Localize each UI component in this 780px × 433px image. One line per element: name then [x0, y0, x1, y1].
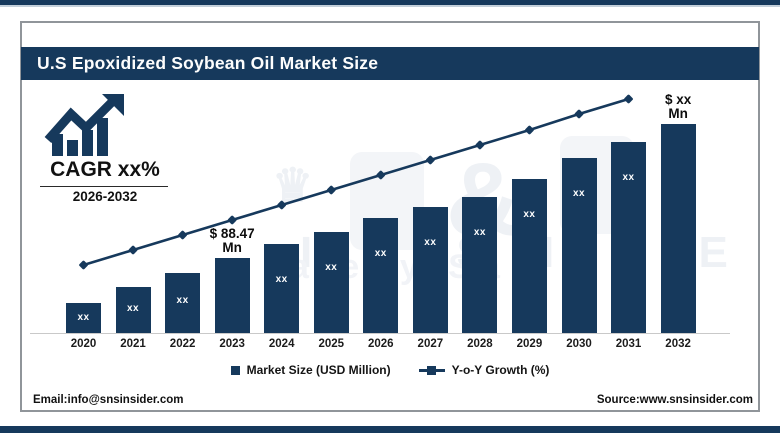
market-size-bar-2032: [660, 124, 696, 333]
market-size-bar-2023: [214, 258, 250, 333]
line-marker: [277, 200, 287, 210]
bottom-accent-strip: [0, 426, 780, 433]
top-accent-strip: [0, 0, 780, 7]
bar-value-label: xx: [275, 274, 288, 285]
cagr-value: CAGR xx%: [50, 158, 160, 181]
x-axis-label-2032: 2032: [665, 338, 691, 350]
market-size-bar-2022: [165, 273, 201, 333]
line-marker: [178, 230, 187, 240]
market-size-bar-2027: [412, 207, 448, 333]
cagr-divider: [40, 186, 168, 187]
x-axis-label-2031: 2031: [615, 338, 642, 350]
line-marker: [79, 260, 88, 270]
title-bar: U.S Epoxidized Soybean Oil Market Size: [21, 47, 759, 80]
bar-value-label: xx: [622, 172, 635, 183]
market-size-bar-2021: [115, 287, 151, 333]
market-size-bar-2026: [363, 218, 399, 333]
x-axis-label-2023: 2023: [219, 338, 245, 350]
market-size-bar-2028: [462, 197, 498, 333]
bar-value-label: xx: [523, 209, 536, 220]
page-title: U.S Epoxidized Soybean Oil Market Size: [37, 53, 379, 73]
line-marker: [525, 125, 534, 135]
source-credit: Source:www.snsinsider.com: [596, 394, 753, 406]
bar-value-label: xx: [424, 237, 437, 248]
bar-value-label: xx: [325, 262, 338, 273]
x-axis-label-2022: 2022: [169, 338, 196, 350]
bar-value-label: xx: [176, 295, 189, 306]
line-marker: [326, 185, 336, 195]
line-marker: [426, 155, 435, 165]
line-series-marker-icon: [418, 365, 445, 375]
x-axis-label-2027: 2027: [417, 338, 444, 350]
x-axis-label-2021: 2021: [120, 338, 146, 350]
bar-value-label: xx: [77, 311, 90, 323]
x-axis-label-2025: 2025: [318, 338, 345, 350]
line-marker: [574, 109, 584, 119]
market-size-bar-2020: [66, 303, 101, 333]
bar-value-label: xx: [126, 302, 140, 314]
legend-item-yoy-growth: Y-o-Y Growth (%): [418, 363, 550, 377]
x-axis-label-2028: 2028: [467, 338, 493, 350]
contact-email: Email:info@snsinsider.com: [33, 394, 184, 406]
market-size-bar-2031: [611, 142, 647, 333]
x-axis-label-2026: 2026: [368, 338, 394, 350]
legend-label: Y-o-Y Growth (%): [451, 363, 550, 377]
growth-chart-icon: [44, 94, 124, 156]
line-marker: [624, 94, 633, 104]
x-axis-label-2024: 2024: [268, 338, 295, 350]
data-label-2032: $ xx Mn: [664, 92, 692, 122]
cagr-period: 2026-2032: [72, 189, 138, 204]
line-marker: [128, 245, 138, 255]
market-size-bar-2029: [511, 179, 547, 333]
bar-series-swatch-icon: [230, 365, 240, 375]
x-axis: 2020 2021 2022 2023 2024 2025 2026 2027 2028 2029…: [30, 338, 730, 354]
plot-area: xx xx xx xx xx xx xx xx xx xx xx $ 88.47 Mn $ xx Mn: [30, 90, 730, 334]
line-marker: [227, 215, 237, 225]
legend-item-market-size: Market Size (USD Million): [230, 363, 391, 377]
bar-value-label: xx: [374, 248, 387, 259]
x-axis-label-2030: 2030: [566, 338, 592, 350]
legend-label: Market Size (USD Million): [246, 363, 391, 377]
legend: Market Size (USD Million) Y-o-Y Growth (…: [21, 361, 759, 379]
line-marker: [475, 140, 485, 150]
market-size-bar-2024: [264, 244, 300, 333]
x-axis-label-2020: 2020: [70, 338, 97, 350]
line-marker: [376, 170, 386, 180]
bar-value-label: xx: [572, 188, 586, 199]
data-label-2023: $ 88.47 Mn: [209, 226, 255, 256]
market-size-bar-2025: [313, 232, 349, 333]
bar-value-label: xx: [473, 227, 486, 238]
market-size-bar-2030: [561, 158, 597, 333]
x-axis-label-2029: 2029: [516, 338, 543, 350]
yoy-growth-line: [79, 94, 633, 270]
